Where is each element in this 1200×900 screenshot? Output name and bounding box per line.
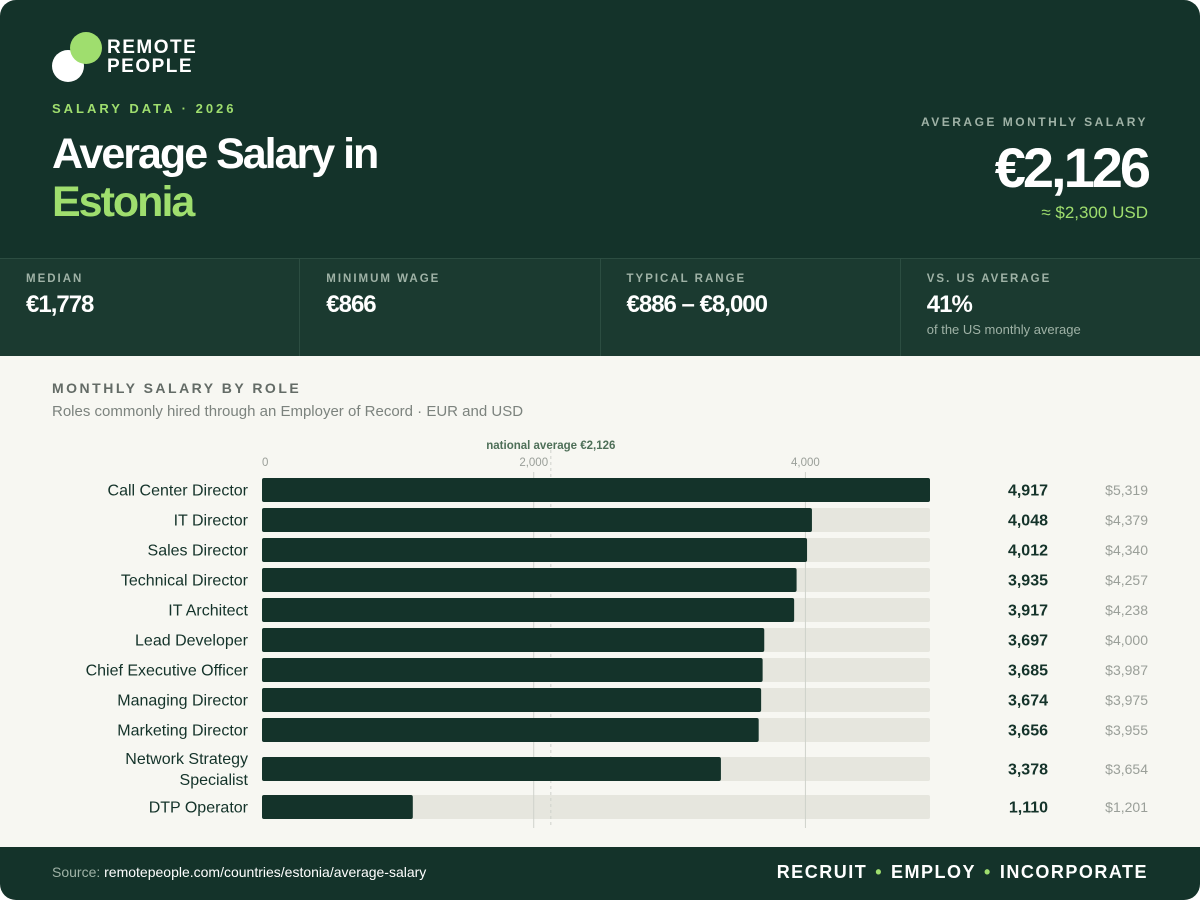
category-label: Lead Developer <box>135 633 249 650</box>
value-label-usd: $4,000 <box>1105 632 1148 648</box>
tag-incorporate: INCORPORATE <box>999 862 1148 882</box>
category-label: Technical Director <box>121 573 249 590</box>
bar-track <box>262 795 930 819</box>
stat-label: VS. US AVERAGE <box>926 273 1052 285</box>
source-link[interactable]: remotepeople.com/countries/estonia/avera… <box>104 864 427 880</box>
value-label-usd: $3,975 <box>1105 692 1148 708</box>
stat-value: €866 <box>326 291 376 318</box>
hero-usd: ≈ $2,300 USD <box>1041 203 1148 222</box>
source: Source: remotepeople.com/countries/eston… <box>52 864 426 880</box>
bar <box>262 508 812 532</box>
category-label: Marketing Director <box>117 723 248 740</box>
title-line-1: Average Salary in <box>52 130 379 178</box>
value-label-eur: 3,685 <box>1008 663 1048 680</box>
stat-minimum-wage: MINIMUM WAGE €866 <box>300 259 601 356</box>
value-label-eur: 3,917 <box>1008 603 1048 620</box>
value-label-usd: $4,257 <box>1105 572 1148 588</box>
hero-label: AVERAGE MONTHLY SALARY <box>920 115 1148 129</box>
value-label-usd: $4,379 <box>1105 512 1148 528</box>
stat-value: 41% <box>926 291 973 318</box>
bar <box>262 538 808 562</box>
brand-line-2: PEOPLE <box>107 56 194 77</box>
value-label-eur: 4,917 <box>1008 483 1048 500</box>
category-label: Sales Director <box>148 543 249 560</box>
bar <box>262 718 759 742</box>
hero-value: €2,126 <box>994 136 1151 199</box>
stat-value: €1,778 <box>26 291 94 318</box>
value-label-usd: $4,238 <box>1105 602 1148 618</box>
tag-separator: • <box>984 862 992 882</box>
x-tick-label: 2,000 <box>519 457 548 469</box>
bar <box>262 628 765 652</box>
value-label-eur: 4,048 <box>1008 513 1048 530</box>
value-label-eur: 3,656 <box>1008 723 1048 740</box>
footer: Source: remotepeople.com/countries/eston… <box>0 847 1200 900</box>
page-title: Average Salary in Estonia <box>52 130 379 226</box>
value-label-usd: $1,201 <box>1105 799 1148 815</box>
value-label-eur: 3,674 <box>1008 693 1048 710</box>
bar <box>262 478 930 502</box>
value-label-eur: 3,378 <box>1008 762 1048 779</box>
eyebrow: SALARY DATA · 2026 <box>52 101 237 116</box>
category-label: IT Director <box>174 513 249 530</box>
category-label: Specialist <box>180 772 249 789</box>
category-label: Call Center Director <box>108 483 249 500</box>
value-label-usd: $4,340 <box>1105 542 1148 558</box>
value-label-usd: $3,654 <box>1105 761 1148 777</box>
stat-vs-us-average: VS. US AVERAGE 41% of the US monthly ave… <box>901 259 1200 356</box>
logo-mark-icon <box>52 32 102 82</box>
stat-typical-range: TYPICAL RANGE €886 – €8,000 <box>601 259 901 356</box>
value-label-eur: 4,012 <box>1008 543 1048 560</box>
stat-note: of the US monthly average <box>926 322 1081 337</box>
bar <box>262 568 797 592</box>
section-subtitle: Roles commonly hired through an Employer… <box>52 403 524 420</box>
brand-logo[interactable]: REMOTE PEOPLE <box>52 32 212 84</box>
category-label: Chief Executive Officer <box>86 663 249 680</box>
category-label: Managing Director <box>117 693 248 710</box>
bar <box>262 688 762 712</box>
stat-median: MEDIAN €1,778 <box>0 259 301 356</box>
bar <box>262 757 721 781</box>
source-prefix: Source: <box>52 864 105 880</box>
x-tick-label: 0 <box>262 457 268 469</box>
bar <box>262 795 413 819</box>
header: REMOTE PEOPLE SALARY DATA · 2026 Average… <box>0 0 1200 258</box>
category-label: DTP Operator <box>149 800 249 817</box>
tagline: RECRUIT • EMPLOY • INCORPORATE <box>777 862 1148 883</box>
x-tick-label: 4,000 <box>791 457 820 469</box>
value-label-usd: $5,319 <box>1105 482 1148 498</box>
value-label-eur: 3,935 <box>1008 573 1048 590</box>
brand-name: REMOTE PEOPLE <box>107 38 197 76</box>
value-label-usd: $3,955 <box>1105 722 1148 738</box>
reference-line-label: national average €2,126 <box>486 440 615 452</box>
salary-bar-chart: 0 2,000 4,000 national average €2,126 Call C… <box>86 440 1148 828</box>
bar <box>262 658 763 682</box>
tag-recruit: RECRUIT <box>776 862 868 882</box>
title-country: Estonia <box>52 178 195 226</box>
tag-separator: • <box>875 862 883 882</box>
section-title: MONTHLY SALARY BY ROLE <box>52 380 302 396</box>
stat-label: MEDIAN <box>26 273 84 285</box>
stat-label: MINIMUM WAGE <box>326 273 441 285</box>
stat-label: TYPICAL RANGE <box>626 273 747 285</box>
stat-value: €886 – €8,000 <box>626 291 768 318</box>
category-label: IT Architect <box>168 603 248 620</box>
value-label-eur: 3,697 <box>1008 633 1048 650</box>
value-label-usd: $3,987 <box>1105 662 1148 678</box>
stats-row: MEDIAN €1,778 MINIMUM WAGE €866 TYPICAL … <box>0 258 1200 356</box>
brand-line-1: REMOTE <box>107 37 198 58</box>
bar <box>262 598 795 622</box>
tag-employ: EMPLOY <box>891 862 977 882</box>
category-label: Network Strategy <box>125 751 248 768</box>
value-label-eur: 1,110 <box>1009 800 1048 817</box>
